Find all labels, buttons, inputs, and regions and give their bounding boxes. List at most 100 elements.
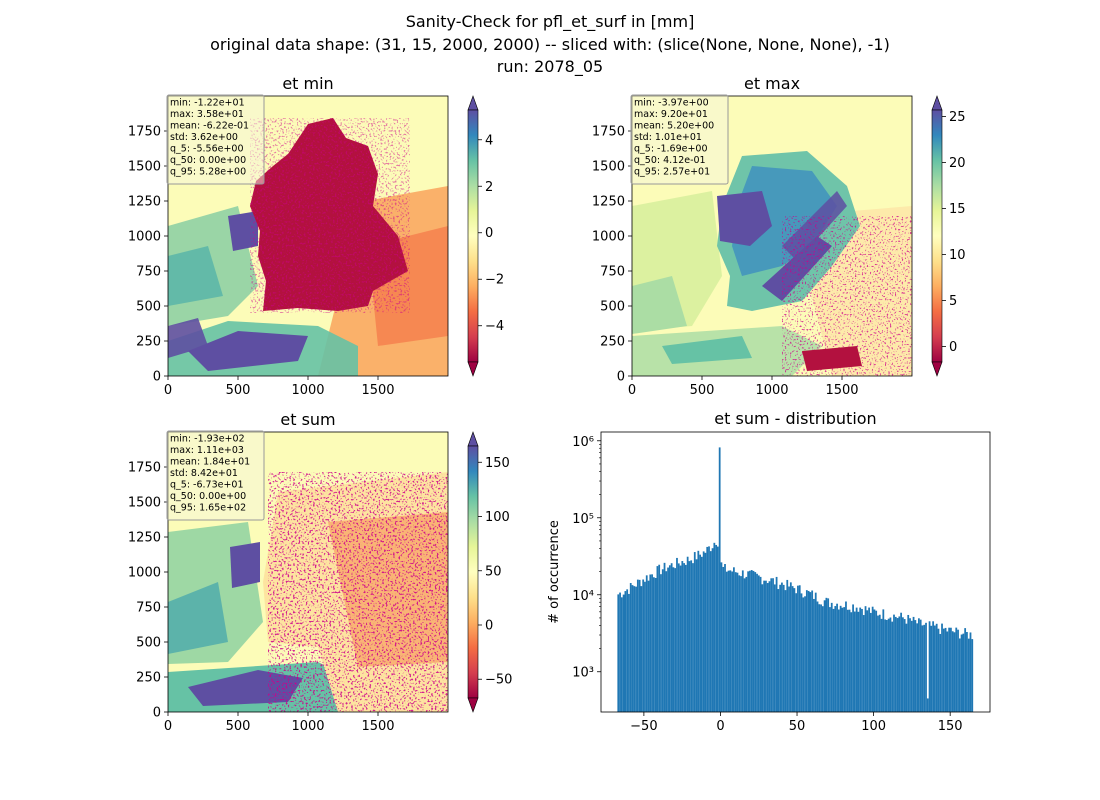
histogram-bar bbox=[777, 589, 780, 712]
histogram-bar bbox=[802, 597, 805, 712]
et-sum-y-tick-label: 250 bbox=[136, 671, 161, 686]
histogram-bar bbox=[733, 567, 735, 712]
histogram-bar bbox=[781, 582, 783, 712]
histogram-bar bbox=[683, 563, 685, 712]
histogram-bar bbox=[971, 639, 974, 712]
histogram-bar bbox=[779, 584, 782, 712]
histogram-bar bbox=[670, 563, 673, 712]
histogram-bar bbox=[935, 623, 938, 712]
histogram-bar bbox=[855, 607, 858, 712]
histogram-bar bbox=[628, 593, 630, 712]
histogram-bar bbox=[757, 575, 760, 712]
histogram-bar bbox=[884, 619, 886, 712]
histogram-bar bbox=[857, 611, 860, 712]
histogram-bar bbox=[661, 569, 664, 712]
histogram-bar bbox=[821, 606, 824, 712]
et-sum-stats-box bbox=[166, 430, 265, 521]
histogram-bar bbox=[942, 628, 945, 712]
histogram-bar bbox=[928, 621, 931, 712]
et-min-stats-line: max: 3.58e+01 bbox=[170, 109, 244, 120]
histogram-bar bbox=[850, 612, 853, 712]
histogram-bar bbox=[731, 571, 734, 712]
histogram-bar bbox=[903, 619, 906, 712]
histogram-bar bbox=[809, 592, 812, 712]
histogram-bar bbox=[923, 624, 926, 712]
et-max-stats-line: std: 1.01e+01 bbox=[634, 132, 702, 143]
histogram-bar bbox=[636, 579, 639, 712]
histogram-bar bbox=[770, 578, 773, 712]
histogram-bar bbox=[969, 632, 972, 712]
histogram-bar bbox=[768, 581, 771, 712]
et-max-stats-line: q_95: 2.57e+01 bbox=[634, 167, 710, 178]
histogram-bar bbox=[745, 576, 748, 712]
histogram-bar bbox=[839, 605, 842, 712]
histogram-bar bbox=[660, 574, 662, 712]
histogram-bar bbox=[893, 614, 895, 712]
et-sum-colorbar-tick-label: 0 bbox=[485, 618, 493, 633]
histogram-bar bbox=[887, 618, 890, 712]
histogram-bar bbox=[640, 586, 643, 712]
histogram-bar bbox=[725, 571, 728, 712]
histogram-bar bbox=[861, 608, 863, 712]
histogram-bar bbox=[880, 618, 883, 712]
et-max-y-tick-label: 500 bbox=[600, 300, 625, 315]
histogram-bar bbox=[871, 606, 874, 712]
histogram-bar bbox=[882, 609, 885, 712]
histogram-bar bbox=[765, 580, 767, 712]
histogram-bar bbox=[919, 619, 922, 712]
histogram-bar bbox=[713, 542, 716, 712]
et-sum-x-tick-label: 1500 bbox=[361, 719, 394, 734]
et-sum-colorbar-tick-label: 150 bbox=[485, 456, 510, 471]
histogram-bar bbox=[852, 604, 854, 712]
histogram-bar bbox=[622, 594, 625, 712]
et-min-stats-line: q_5: -5.56e+00 bbox=[170, 144, 244, 155]
histogram-bar bbox=[873, 609, 876, 712]
histogram-bar bbox=[878, 614, 881, 712]
histogram-bar bbox=[836, 603, 838, 712]
figure-title-line-1: Sanity-Check for pfl_et_surf in [mm] bbox=[405, 12, 695, 31]
et-min-y-tick-label: 250 bbox=[136, 335, 161, 350]
histogram-bar bbox=[647, 580, 650, 712]
histogram-bar bbox=[727, 570, 730, 712]
histogram-bar bbox=[896, 618, 899, 712]
et-sum-x-tick-label: 0 bbox=[164, 719, 172, 734]
histogram-bar bbox=[934, 625, 936, 712]
histogram-bar bbox=[763, 580, 766, 712]
histogram-bar bbox=[766, 583, 769, 712]
histogram-bar bbox=[782, 584, 785, 712]
et-max-x-tick-label: 500 bbox=[690, 383, 715, 398]
histogram-bar bbox=[738, 575, 741, 712]
histogram-bar bbox=[784, 590, 787, 712]
histogram-bar bbox=[715, 544, 718, 712]
et-sum-stats-line: std: 8.42e+01 bbox=[170, 468, 238, 479]
histogram-bar bbox=[845, 601, 847, 712]
histogram-bar bbox=[825, 597, 828, 712]
et-max-colorbar-tick-label: 15 bbox=[949, 202, 966, 217]
histogram-bar bbox=[692, 563, 694, 712]
et-sum-colorbar-tick-label: 50 bbox=[485, 564, 502, 579]
histogram-bar bbox=[898, 616, 901, 712]
et-sum-y-tick-label: 1000 bbox=[128, 566, 161, 581]
distribution-y-tick-label: 10³ bbox=[572, 666, 594, 681]
histogram-bar bbox=[941, 623, 943, 712]
histogram-bar bbox=[686, 556, 689, 712]
histogram-bar bbox=[624, 591, 627, 712]
distribution-y-label: # of occurrence bbox=[547, 520, 562, 624]
et-min-colorbar-tick-label: 0 bbox=[485, 226, 493, 241]
et-max-stats-line: mean: 5.20e+00 bbox=[634, 121, 714, 132]
histogram-bar bbox=[697, 550, 700, 712]
colorbar-et-min bbox=[467, 95, 479, 377]
histogram-bar bbox=[960, 634, 963, 712]
histogram-bar bbox=[724, 564, 726, 712]
et-min-stats-line: std: 3.62e+00 bbox=[170, 132, 238, 143]
histogram-bar bbox=[741, 570, 744, 712]
histogram-bar bbox=[677, 563, 680, 712]
distribution-x-tick-label: −50 bbox=[630, 719, 657, 734]
histogram-bar bbox=[939, 633, 942, 712]
histogram-bar bbox=[699, 554, 701, 712]
histogram-bar bbox=[743, 578, 746, 712]
histogram-bar bbox=[955, 627, 958, 712]
histogram-bar bbox=[930, 625, 933, 712]
et-min-stats-line: mean: -6.22e-01 bbox=[170, 121, 249, 132]
